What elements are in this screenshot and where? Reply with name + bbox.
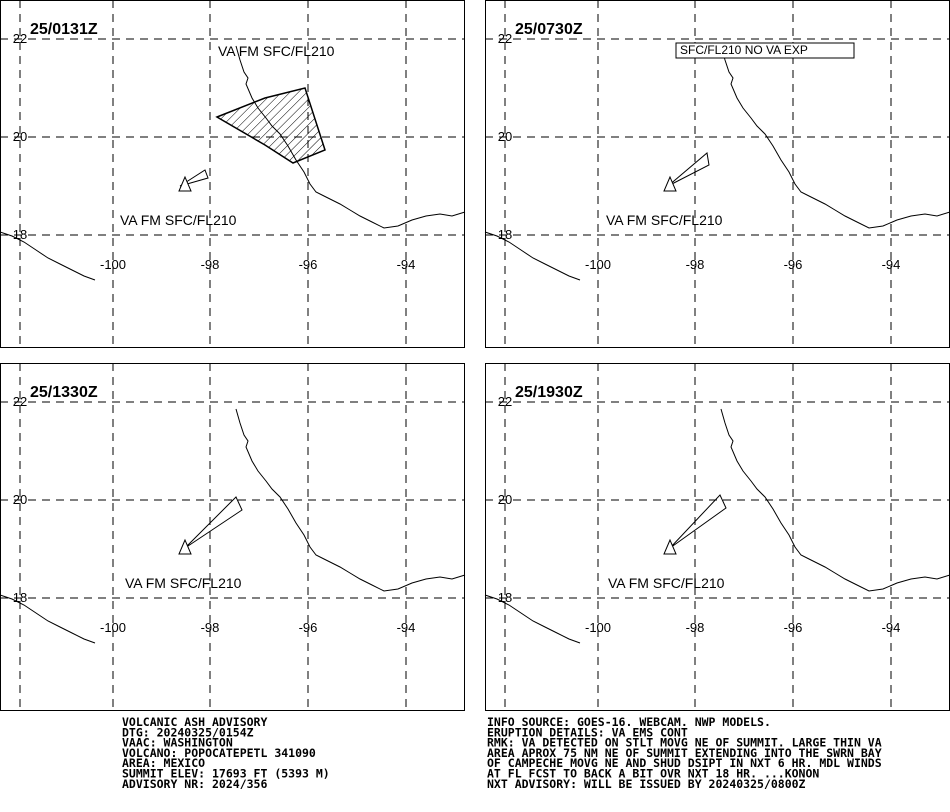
coastline <box>235 45 466 229</box>
volcano-symbol <box>663 175 677 192</box>
lat-label: 20 <box>498 129 512 144</box>
coastline <box>0 231 96 281</box>
coastline <box>0 594 96 644</box>
map-panel: -100 -98 -96 -94 22 20 18 25/1930Z VA FM SFC/FL2… <box>484 363 950 711</box>
ash-area <box>179 169 209 187</box>
forecast-label: VA FM SFC/FL210 <box>606 212 723 228</box>
map-panel: -100 -98 -96 -94 22 20 18 25/0730Z SFC/FL210 NO … <box>484 0 950 348</box>
volcano-symbol <box>178 175 192 192</box>
footer-line: AREA APROX 75 NM NE OF SUMMIT EXTENDING … <box>487 746 882 760</box>
advisory-time: 25/0730Z <box>515 21 583 38</box>
lat-label: 18 <box>498 590 512 605</box>
coastline <box>484 231 581 281</box>
footer-line: SUMMIT ELEV: 17693 FT (5393 M) <box>122 767 330 781</box>
lat-label: 22 <box>498 31 512 46</box>
volcano-symbol <box>178 538 192 555</box>
lon-label: -96 <box>299 257 318 272</box>
footer-line: ERUPTION DETAILS: VA EMS CONT <box>487 725 688 739</box>
map-panel: -100 -98 -96 -94 22 20 18 25/0131Z VA FM SFC/FL2… <box>0 0 466 348</box>
footer-line: AT FL FCST TO BACK A BIT OVR NXT 18 HR. … <box>487 767 819 781</box>
footer-line: ADVISORY NR: 2024/356 <box>122 777 267 791</box>
footer-line: VAAC: WASHINGTON <box>122 736 233 750</box>
footer-line: VOLCANIC ASH ADVISORY <box>122 715 267 729</box>
lat-label: 18 <box>13 590 27 605</box>
footer-line: VOLCANO: POPOCATEPETL 341090 <box>122 746 316 760</box>
ash-area <box>215 87 326 164</box>
lat-label: 18 <box>13 227 27 242</box>
footer-line: RMK: VA DETECTED ON STLT MOVG NE OF SUMM… <box>487 736 882 750</box>
footer-line: NXT ADVISORY: WILL BE ISSUED BY 20240325… <box>487 777 806 791</box>
forecast-label: VA FM SFC/FL210 <box>120 212 237 228</box>
lon-label: -100 <box>585 257 611 272</box>
lat-label: 22 <box>13 31 27 46</box>
lon-label: -98 <box>686 257 705 272</box>
lon-label: -94 <box>397 620 416 635</box>
lat-label: 22 <box>498 394 512 409</box>
footer-line: OF CAMPECHE MOVG NE AND SHUD DSIPT IN NX… <box>487 756 882 770</box>
coastline <box>720 408 950 592</box>
map-panel: -100 -98 -96 -94 22 20 18 25/1330Z VA FM SFC/FL2… <box>0 363 466 711</box>
label-box <box>675 42 855 59</box>
forecast-label: VA FM SFC/FL210 <box>125 575 242 591</box>
coastline <box>720 45 950 229</box>
ash-area <box>669 494 727 549</box>
footer-line: DTG: 20240325/0154Z <box>122 725 254 739</box>
ash-area <box>184 496 243 549</box>
panel-frame <box>0 363 465 711</box>
coastline <box>235 408 466 592</box>
panel-frame <box>485 363 950 711</box>
lon-label: -100 <box>585 620 611 635</box>
forecast-label: SFC/FL210 NO VA EXP <box>680 43 808 57</box>
panel-frame <box>0 0 465 348</box>
lon-label: -94 <box>882 257 901 272</box>
lat-label: 20 <box>498 492 512 507</box>
lon-label: -94 <box>882 620 901 635</box>
lon-label: -96 <box>299 620 318 635</box>
forecast-label: VA FM SFC/FL210 <box>218 43 335 59</box>
lon-label: -96 <box>784 257 803 272</box>
advisory-time: 25/1330Z <box>30 384 98 401</box>
lon-label: -98 <box>201 257 220 272</box>
lon-label: -98 <box>686 620 705 635</box>
lon-label: -94 <box>397 257 416 272</box>
footer-line: AREA: MEXICO <box>122 756 205 770</box>
volcano-symbol <box>663 538 677 555</box>
lat-label: 18 <box>498 227 512 242</box>
lon-label: -100 <box>100 620 126 635</box>
ash-area <box>667 152 710 187</box>
lon-label: -98 <box>201 620 220 635</box>
lon-label: -96 <box>784 620 803 635</box>
coastline <box>484 594 581 644</box>
lat-label: 22 <box>13 394 27 409</box>
footer-line: INFO SOURCE: GOES-16. WEBCAM. NWP MODELS… <box>487 715 771 729</box>
advisory-time: 25/0131Z <box>30 21 98 38</box>
lat-label: 20 <box>13 129 27 144</box>
lat-label: 20 <box>13 492 27 507</box>
advisory-time: 25/1930Z <box>515 384 583 401</box>
forecast-label: VA FM SFC/FL210 <box>608 575 725 591</box>
lon-label: -100 <box>100 257 126 272</box>
